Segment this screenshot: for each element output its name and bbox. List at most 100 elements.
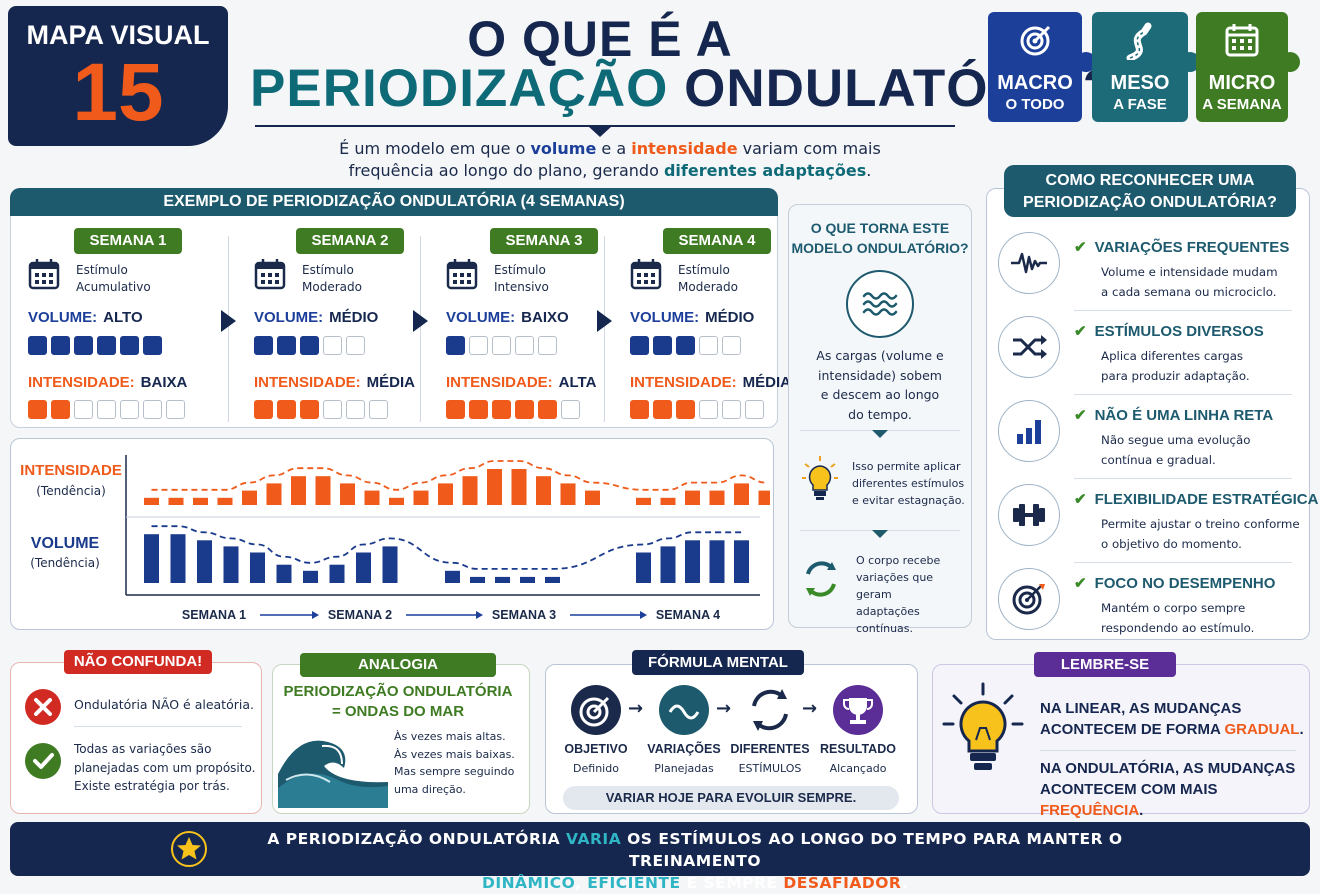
week-stimulus: Estímulo Acumulativo — [76, 263, 151, 294]
recognize-header: COMO RECONHECER UMA PERIODIZAÇÃO ONDULATÓ… — [1004, 165, 1296, 217]
divider — [1074, 310, 1292, 311]
target-icon — [998, 568, 1060, 630]
arrow-right-icon: → — [628, 698, 644, 719]
week-intensity-squares — [446, 400, 584, 423]
puzzle-micro: MICRO A SEMANA — [1196, 12, 1288, 122]
recognize-item-title: ✔ FOCO NO DESEMPENHO — [1074, 575, 1276, 592]
bars-icon — [998, 400, 1060, 462]
example-header: EXEMPLO DE PERIODIZAÇÃO ONDULATÓRIA (4 S… — [10, 188, 778, 216]
volume-bar — [382, 546, 398, 583]
ondulatorio-bulb-text: Isso permite aplicar diferentes estímulos… — [852, 460, 965, 507]
week-arrow — [597, 310, 612, 332]
title-periodizacao: PERIODIZAÇÃO — [250, 59, 669, 118]
intensity-bar — [168, 497, 184, 505]
formula-step-title: DIFERENTES — [730, 742, 810, 756]
intensity-square — [74, 400, 93, 419]
title-pointer — [588, 126, 612, 137]
volume-bar — [545, 576, 560, 583]
puzzle-meso: MESO A FASE — [1092, 12, 1188, 122]
intensity-square — [120, 400, 139, 419]
week-title: SEMANA 2 — [296, 228, 404, 254]
volume-square — [446, 336, 465, 355]
target-icon — [1018, 22, 1054, 58]
volume-bar — [470, 576, 485, 583]
intensity-square — [166, 400, 185, 419]
wave-illustration — [278, 724, 388, 812]
page-title-line2: PERIODIZAÇÃO ONDULATÓRIA? — [250, 58, 1115, 119]
formula-step-title: VARIAÇÕES — [647, 742, 721, 756]
volume-square — [630, 336, 649, 355]
subtitle: É um modelo em que o volume e a intensid… — [339, 139, 881, 180]
analogia-title: ANALOGIA — [300, 653, 496, 677]
formula-title: FÓRMULA MENTAL — [632, 650, 804, 675]
intensity-square — [143, 400, 162, 419]
recognize-item-desc: Mantém o corpo sempre respondendo ao estí… — [1101, 601, 1255, 635]
star-icon — [170, 830, 208, 872]
lembre-linear: NA LINEAR, AS MUDANÇAS ACONTECEM DE FORMA… — [1040, 700, 1304, 738]
week-volume-squares — [28, 336, 166, 359]
intensity-bar — [389, 497, 404, 505]
volume-bar — [709, 540, 725, 583]
arrow-right-icon: → — [716, 698, 732, 719]
chart-volume-label: VOLUME — [30, 535, 100, 552]
chart-volume-sub: (Tendência) — [30, 556, 100, 570]
week-stimulus: Estímulo Moderado — [302, 263, 362, 294]
volume-square — [722, 336, 741, 355]
week-volume: VOLUME: MÉDIO — [630, 309, 755, 326]
check-icon: ✔ — [1074, 491, 1087, 508]
intensity-square — [323, 400, 342, 419]
puzzle-macro-title: MACRO — [997, 72, 1073, 94]
calendar-icon — [446, 258, 478, 294]
badge-number: 15 — [72, 47, 164, 138]
intensity-bar — [487, 469, 502, 505]
puzzle-knob — [1280, 52, 1300, 72]
ondulatorio-title: O QUE TORNA ESTE MODELO ONDULATÓRIO? — [791, 220, 969, 256]
volume-square — [300, 336, 319, 355]
recognize-item-title: ✔ FLEXIBILIDADE ESTRATÉGICA — [1074, 491, 1319, 508]
intensity-square — [97, 400, 116, 419]
target-icon — [570, 684, 622, 740]
volume-square — [323, 336, 342, 355]
wave-icon — [846, 270, 914, 338]
recognize-item-desc: Não segue uma evolução contínua e gradual… — [1101, 433, 1251, 467]
volume-square — [346, 336, 365, 355]
intensity-square — [469, 400, 488, 419]
week-title: SEMANA 1 — [74, 228, 182, 254]
week-volume: VOLUME: MÉDIO — [254, 309, 379, 326]
analogia-lines: Às vezes mais altas. Às vezes mais baixas… — [394, 730, 515, 796]
intensity-bar — [438, 483, 453, 505]
calendar-icon — [630, 258, 662, 294]
volume-bar — [223, 546, 239, 583]
formula-step-sub: Planejadas — [654, 762, 714, 775]
shuffle-icon — [998, 316, 1060, 378]
week-volume-squares — [254, 336, 369, 359]
check-icon: ✔ — [1074, 239, 1087, 256]
week-arrow — [221, 310, 236, 332]
intensity-bar — [560, 483, 576, 505]
intensity-square — [28, 400, 47, 419]
puzzle-macro: MACRO O TODO — [988, 12, 1082, 122]
volume-bar — [660, 546, 676, 583]
banner-text: A PERIODIZAÇÃO ONDULATÓRIA VARIA OS ESTÍ… — [267, 830, 1123, 892]
intensity-square — [346, 400, 365, 419]
volume-bar — [734, 540, 749, 583]
check-icon: ✔ — [1074, 323, 1087, 340]
volume-square — [97, 336, 116, 355]
intensity-square — [653, 400, 672, 419]
volume-bar — [144, 534, 159, 583]
divider — [1074, 394, 1292, 395]
divider-arrow — [872, 530, 888, 538]
calendar-icon — [1224, 22, 1260, 58]
puzzle-micro-title: MICRO — [1208, 72, 1276, 94]
week-intensity-squares — [28, 400, 189, 423]
trend-chart-card — [10, 438, 774, 630]
intensity-bar — [511, 469, 527, 505]
intensity-bar — [685, 490, 700, 505]
intensity-bar — [364, 490, 380, 505]
road-icon — [1122, 20, 1158, 60]
puzzle-macro-sub: O TODO — [1005, 96, 1065, 113]
formula-step-title: RESULTADO — [820, 742, 896, 756]
volume-bar — [685, 540, 700, 583]
week-intensity-squares — [630, 400, 768, 423]
trophy-icon — [832, 684, 884, 740]
